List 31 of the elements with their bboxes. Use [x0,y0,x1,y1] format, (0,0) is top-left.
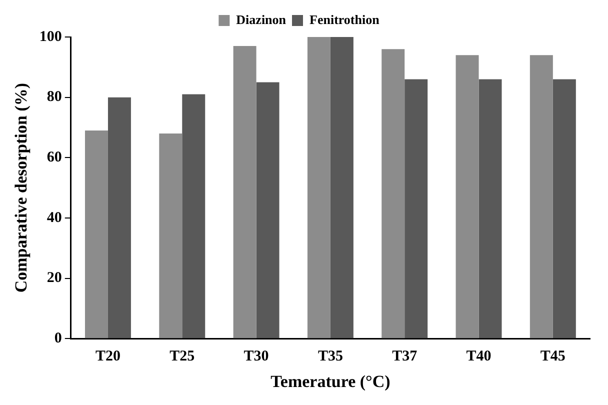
bar [552,79,576,338]
bar [108,97,131,338]
bar [456,55,479,338]
bar [330,37,354,338]
bar [182,94,206,338]
x-tick-label: T40 [466,348,492,364]
bar [84,130,108,338]
x-axis-title: Temerature (°C) [270,372,390,392]
y-tick-label: 40 [46,210,62,226]
legend-label: Fenitrothion [310,12,380,27]
x-tick-label: T45 [540,348,566,364]
x-tick-label: T37 [392,348,418,364]
bar [256,82,280,338]
y-axis-title: Comparative desorption (%) [12,82,31,293]
bar [478,79,502,338]
y-tick-label: 0 [54,330,62,346]
x-tick-label: T35 [318,348,343,364]
y-tick-label: 60 [46,150,62,166]
y-tick-label: 80 [46,89,62,106]
bar [530,55,553,338]
bar [307,37,330,338]
x-tick-label: T25 [170,348,195,364]
legend-label: Diazinon [236,12,287,27]
bar [404,79,428,338]
y-tick-label: 20 [46,270,62,286]
bar [233,46,256,338]
bar [159,134,182,338]
x-tick-label: T30 [244,348,269,364]
x-tick-label: T20 [95,348,120,364]
bar [382,49,405,338]
y-tick-label: 100 [39,28,62,45]
